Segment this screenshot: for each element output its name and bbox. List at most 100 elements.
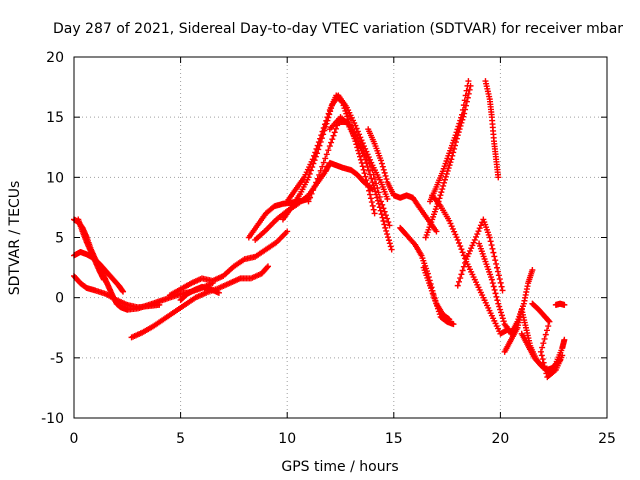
data-point [495,272,502,279]
data-points [71,78,568,381]
y-tick-label: -10 [41,411,64,427]
data-point [317,167,324,174]
series-arc25 [529,300,566,381]
data-point [384,231,391,238]
data-point [456,126,463,133]
data-point [381,208,388,215]
data-point [367,191,374,198]
data-point [316,171,323,178]
data-point [318,135,325,142]
data-point [440,182,447,189]
data-point [498,312,505,319]
data-point [444,167,451,174]
data-point [455,240,462,247]
series-arc4 [75,216,107,283]
data-point [369,202,376,209]
data-point [342,107,349,114]
data-point [284,228,291,235]
data-point [462,259,469,266]
data-point [307,167,314,174]
data-point [306,170,313,177]
data-point [493,260,500,267]
data-point [326,111,333,118]
data-point [537,348,544,355]
series-arc14 [365,126,440,235]
data-point [313,179,320,186]
data-point [449,152,456,159]
y-tick-label: 15 [46,110,64,126]
data-point [380,166,387,173]
data-point [448,156,455,163]
data-point [371,210,378,217]
data-point [441,176,448,183]
data-point [465,90,472,97]
data-point [382,224,389,231]
data-point [466,247,473,254]
data-point [356,153,363,160]
data-point [307,194,314,201]
series-arc12 [305,118,395,253]
data-point [383,227,390,234]
data-point [323,151,330,158]
data-point [559,352,566,359]
data-point [498,283,505,290]
data-point [551,367,558,374]
data-point [459,116,466,123]
data-point [384,195,391,202]
data-point [460,263,467,270]
data-point [310,160,317,167]
data-point [500,318,507,325]
data-point [453,234,460,241]
data-point [491,253,498,260]
data-point [490,249,497,256]
data-point [539,344,546,351]
data-point [464,253,471,260]
data-point [356,131,363,138]
data-point [454,282,461,289]
data-point [326,143,333,150]
data-point [450,321,457,328]
x-tick-label: 15 [385,431,403,447]
data-point [329,136,336,143]
data-point [465,78,472,85]
data-point [120,288,127,295]
series-arc20 [454,216,506,294]
data-point [439,186,446,193]
data-point [328,139,335,146]
data-point [496,303,503,310]
data-point [447,159,454,166]
data-point [378,198,385,205]
data-point [382,212,389,219]
data-point [545,323,552,330]
x-tick-label: 5 [176,431,185,447]
y-tick-label: -5 [50,351,64,367]
data-point [360,166,367,173]
data-point [493,293,500,300]
data-point [324,117,331,124]
data-point [385,219,392,226]
data-point [322,123,329,130]
data-point [309,164,316,171]
data-point [343,110,350,117]
data-point [452,139,459,146]
series-arc7 [177,283,222,304]
x-axis-label: GPS time / hours [281,459,398,475]
data-point [455,278,462,285]
data-point [331,129,338,136]
data-point [319,163,326,170]
data-point [474,231,481,238]
data-point [371,176,378,183]
data-point [540,359,547,366]
data-point [470,239,477,246]
data-point [445,165,452,172]
y-tick-label: 10 [46,170,64,186]
series-arc18 [429,192,512,337]
data-point [362,173,369,180]
data-point [443,170,450,177]
data-point [321,127,328,134]
data-point [381,221,388,228]
data-point [468,245,475,252]
data-point [325,114,332,121]
data-point [372,188,379,195]
data-point [358,144,365,151]
